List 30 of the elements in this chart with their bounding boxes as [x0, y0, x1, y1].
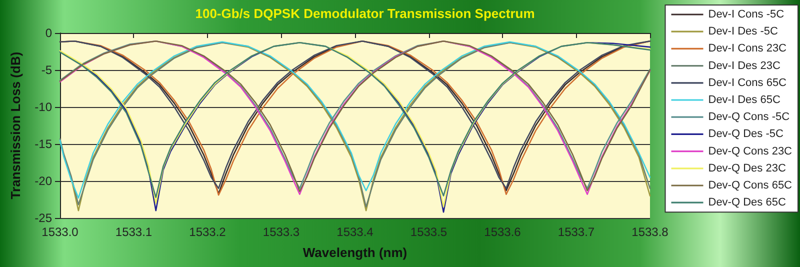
x-tick-label: 1533.4 — [336, 225, 374, 239]
y-tick-label: -10 — [34, 100, 52, 114]
legend-label: Dev-Q Cons 23C — [708, 145, 792, 158]
x-tick-label: 1533.2 — [189, 225, 226, 239]
y-tick-label: -15 — [34, 137, 52, 151]
legend-label: Dev-Q Cons -5C — [708, 111, 790, 124]
x-tick-label: 1533.1 — [115, 225, 152, 239]
legend-label: Dev-Q Des 65C — [708, 196, 786, 209]
legend-label: Dev-I Cons 65C — [708, 76, 787, 89]
chart-title: 100-Gb/s DQPSK Demodulator Transmission Spectrum — [195, 6, 535, 21]
y-tick-label: -25 — [34, 211, 52, 225]
x-tick-label: 1533.6 — [484, 225, 522, 239]
x-tick-label: 1533.7 — [558, 225, 595, 239]
legend-label: Dev-Q Des -5C — [708, 128, 784, 140]
legend-label: Dev-Q Des 23C — [708, 162, 786, 174]
legend-label: Dev-I Des 23C — [708, 60, 780, 72]
y-axis-title: Transmission Loss (dB) — [8, 52, 23, 200]
x-tick-label: 1533.3 — [262, 225, 300, 239]
x-axis-title: Wavelength (nm) — [302, 245, 408, 260]
x-tick-label: 1533.8 — [632, 225, 669, 239]
y-tick-label: -5 — [41, 63, 52, 77]
legend-label: Dev-Q Cons 65C — [708, 180, 792, 192]
y-tick-label: 0 — [45, 26, 52, 40]
y-tick-label: -20 — [34, 174, 52, 188]
legend-label: Dev-I Des 65C — [708, 94, 780, 106]
legend-label: Dev-I Cons 23C — [708, 42, 787, 55]
legend-label: Dev-I Cons -5C — [708, 8, 784, 20]
legend-label: Dev-I Des -5C — [708, 26, 778, 38]
x-tick-label: 1533.0 — [42, 225, 79, 239]
x-tick-label: 1533.5 — [410, 225, 448, 239]
